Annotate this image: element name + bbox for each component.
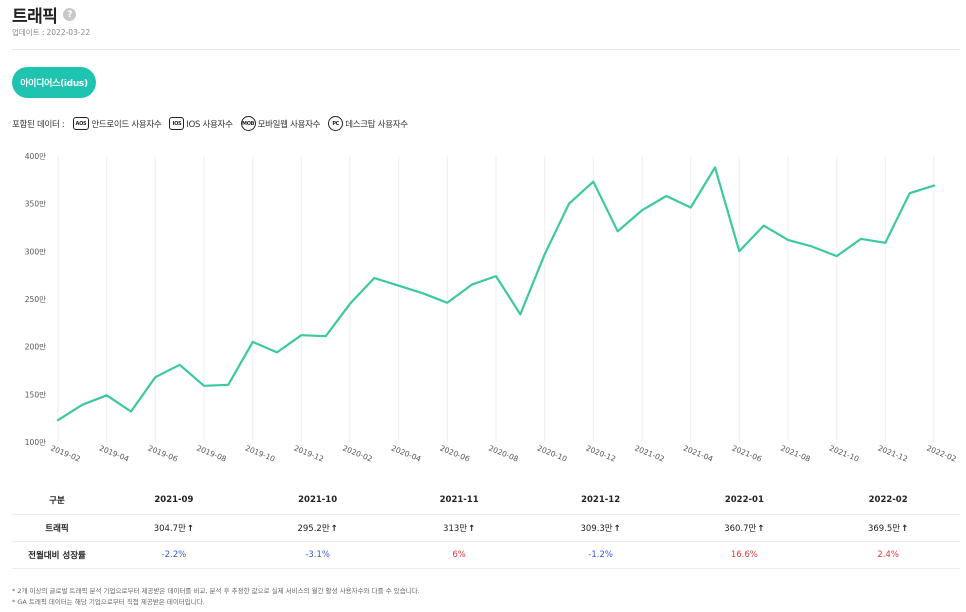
x-tick-label: 2020-08 xyxy=(487,444,520,464)
growth-row-label: 전월대비 성장률 xyxy=(12,541,102,569)
x-tick-label: 2019-04 xyxy=(98,444,131,464)
updated-date: 2022-03-22 xyxy=(46,28,91,37)
stats-col-header: 2021-11 xyxy=(389,487,529,515)
stats-header-label: 구분 xyxy=(12,487,102,515)
included-data-row: 포함된 데이터 : AOS 안드로이드 사용자수 IOS IOS 사용자수 MO… xyxy=(12,116,416,131)
growth-cell: -3.1% xyxy=(245,541,390,569)
x-tick-label: 2019-10 xyxy=(244,444,277,464)
x-tick-label: 2019-06 xyxy=(147,444,180,464)
help-icon[interactable]: ? xyxy=(63,8,77,21)
x-tick-label: 2021-06 xyxy=(731,444,764,464)
included-data-label: 포함된 데이터 : xyxy=(12,119,65,130)
traffic-cell: 295.2만↑ xyxy=(245,514,390,542)
stats-header-row: 구분 2021-09 2021-10 2021-11 2021-12 2022-… xyxy=(12,487,960,515)
x-tick-label: 2022-02 xyxy=(925,444,958,464)
x-tick-label: 2020-04 xyxy=(390,444,423,464)
stats-col-header: 2021-12 xyxy=(528,487,673,515)
y-tick-label: 300만 xyxy=(25,247,46,256)
traffic-row: 트래픽 304.7만↑ 295.2만↑ 313만↑ 309.3만↑ 360.7만… xyxy=(12,514,960,542)
growth-cell: 16.6% xyxy=(672,541,817,569)
traffic-cell: 369.5만↑ xyxy=(816,514,960,542)
up-arrow-icon: ↑ xyxy=(330,523,338,534)
growth-row: 전월대비 성장률 -2.2% -3.1% 6% -1.2% 16.6% 2.4% xyxy=(12,541,960,569)
growth-cell: 2.4% xyxy=(816,541,960,569)
x-tick-label: 2021-02 xyxy=(633,444,666,464)
included-item-mob: MOB 모바일웹 사용자수 xyxy=(240,116,321,131)
updated-info: 업데이트 :2022-03-22 xyxy=(12,27,90,38)
included-item-aos: AOS 안드로이드 사용자수 xyxy=(72,117,162,130)
growth-cell: -2.2% xyxy=(102,541,246,569)
x-tick-label: 2019-12 xyxy=(293,444,326,464)
growth-cell: 6% xyxy=(389,541,529,569)
x-tick-label: 2020-02 xyxy=(341,444,374,464)
x-tick-label: 2020-12 xyxy=(585,444,618,464)
traffic-cell: 309.3만↑ xyxy=(528,514,673,542)
mobile-web-badge-icon: MOB xyxy=(240,116,256,131)
included-item-text: 데스크탑 사용자수 xyxy=(345,119,408,130)
footnote: * 2개 이상의 글로벌 트래픽 분석 기업으로부터 제공받은 데이터를 비교,… xyxy=(12,587,420,595)
header-divider xyxy=(12,49,960,50)
ios-badge-icon: IOS xyxy=(169,117,185,130)
y-tick-label: 350만 xyxy=(25,200,46,209)
title-row: 트래픽 ? xyxy=(12,2,77,27)
traffic-row-label: 트래픽 xyxy=(12,514,102,542)
included-item-text: 모바일웹 사용자수 xyxy=(257,119,321,130)
up-arrow-icon: ↑ xyxy=(901,523,909,534)
desktop-badge-icon: PC xyxy=(328,116,344,131)
x-tick-label: 2020-06 xyxy=(439,444,472,464)
included-item-pc: PC 데스크탑 사용자수 xyxy=(328,116,408,131)
included-item-ios: IOS IOS 사용자수 xyxy=(169,117,233,130)
x-tick-label: 2021-12 xyxy=(877,444,910,464)
x-tick-label: 2020-10 xyxy=(536,444,569,464)
page-title: 트래픽 xyxy=(12,7,58,27)
up-arrow-icon: ↑ xyxy=(757,523,765,534)
growth-cell: -1.2% xyxy=(528,541,673,569)
traffic-series-line xyxy=(56,166,936,422)
android-badge-icon: AOS xyxy=(72,117,90,130)
stats-col-header: 2021-10 xyxy=(245,487,390,515)
app-select-button[interactable]: 아이디어스(idus) xyxy=(12,67,96,98)
up-arrow-icon: ↑ xyxy=(186,523,195,534)
stats-col-header: 2022-02 xyxy=(816,487,960,515)
footnotes: * 2개 이상의 글로벌 트래픽 분석 기업으로부터 제공받은 데이터를 비교,… xyxy=(12,586,420,608)
y-tick-label: 100만 xyxy=(25,438,46,447)
traffic-cell: 360.7만↑ xyxy=(672,514,817,542)
y-tick-label: 400만 xyxy=(25,152,46,161)
up-arrow-icon: ↑ xyxy=(468,523,476,534)
up-arrow-icon: ↑ xyxy=(613,523,621,534)
x-tick-label: 2021-08 xyxy=(779,444,812,464)
traffic-cell: 313만↑ xyxy=(389,514,529,542)
x-tick-label: 2021-04 xyxy=(682,444,715,464)
included-item-text: 안드로이드 사용자수 xyxy=(91,119,162,130)
stats-col-header: 2022-01 xyxy=(672,487,817,515)
x-tick-label: 2019-02 xyxy=(49,444,82,464)
included-item-text: IOS 사용자수 xyxy=(186,119,233,130)
updated-label: 업데이트 : xyxy=(12,28,45,37)
traffic-cell: 304.7만↑ xyxy=(102,514,246,542)
stats-table: 구분 2021-09 2021-10 2021-11 2021-12 2022-… xyxy=(12,487,960,569)
footnote: * GA 트래픽 데이터는 해당 기업으로부터 직접 제공받은 데이터입니다. xyxy=(12,598,205,606)
y-tick-label: 200만 xyxy=(25,343,46,352)
traffic-line-chart: 100만 150만 200만 250만 300만 350만 400만 2019-02 2019-… xyxy=(25,152,958,464)
stats-col-header: 2021-09 xyxy=(102,487,246,515)
y-tick-label: 150만 xyxy=(25,390,46,399)
x-tick-label: 2021-10 xyxy=(828,444,861,464)
y-tick-label: 250만 xyxy=(25,295,46,304)
x-tick-label: 2019-08 xyxy=(195,444,228,464)
